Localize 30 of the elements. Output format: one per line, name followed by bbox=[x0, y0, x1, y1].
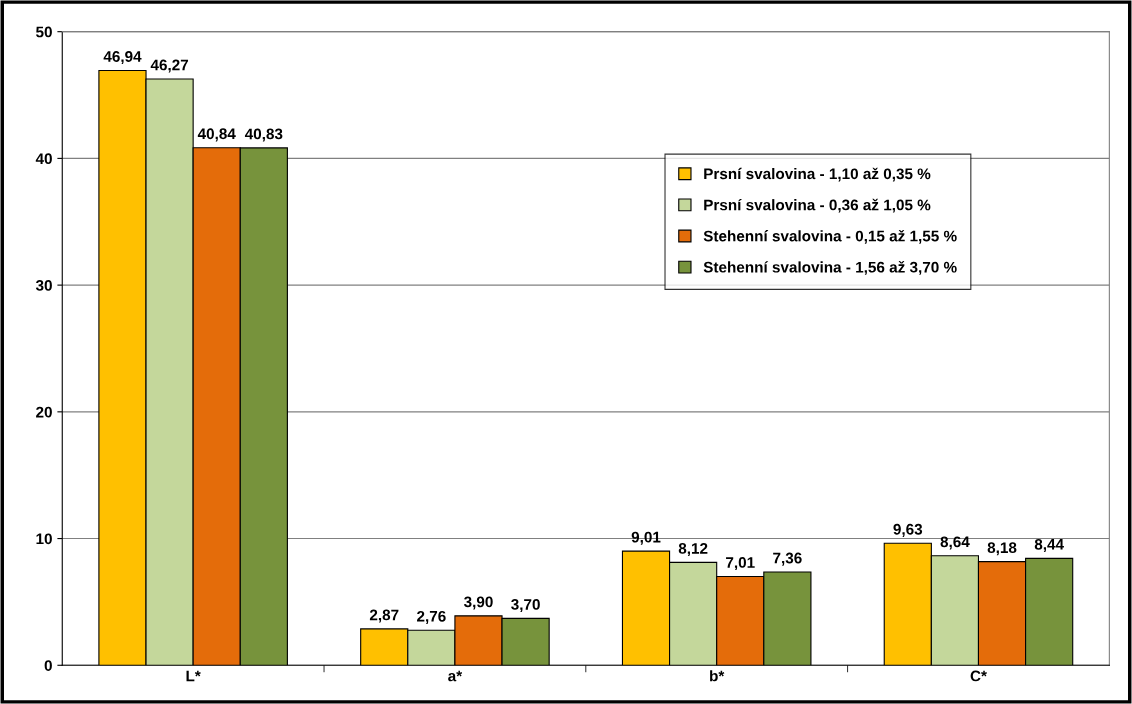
data-label: 40,83 bbox=[244, 128, 283, 142]
data-label: 2,87 bbox=[369, 609, 399, 623]
data-label: 8,64 bbox=[940, 536, 970, 550]
y-tick-label: 20 bbox=[36, 406, 52, 418]
x-tick-label: a* bbox=[448, 670, 463, 682]
data-label: 8,12 bbox=[678, 542, 708, 557]
legend-label: Stehenní svalovina - 0,15 až 1,55 % bbox=[703, 229, 957, 244]
data-label: 7,01 bbox=[726, 557, 755, 571]
y-tick-label: 40 bbox=[35, 153, 52, 165]
legend-label: Stehenní svalovina - 1,56 až 3,70 % bbox=[703, 261, 957, 275]
x-tick-label: L* bbox=[186, 670, 201, 682]
data-label: 46,27 bbox=[150, 59, 189, 73]
data-label: 46,94 bbox=[103, 51, 142, 65]
x-tick-label: C* bbox=[970, 670, 987, 682]
data-label: 9,01 bbox=[631, 531, 661, 545]
legend-label: Prsní svalovina - 1,10 až 0,35 % bbox=[704, 167, 931, 182]
y-tick-label: 0 bbox=[44, 660, 52, 671]
y-tick-label: 30 bbox=[35, 279, 52, 291]
x-tick-label: b* bbox=[710, 670, 725, 682]
data-label: 9,63 bbox=[893, 523, 923, 537]
legend-label: Prsní svalovina - 0,36 až 1,05 % bbox=[704, 198, 931, 213]
data-label: 8,44 bbox=[1034, 538, 1064, 552]
data-label: 2,76 bbox=[417, 610, 446, 624]
data-label: 8,18 bbox=[987, 542, 1017, 556]
y-tick-label: 10 bbox=[36, 533, 52, 545]
y-tick-label: 50 bbox=[36, 26, 52, 38]
data-label: 7,36 bbox=[773, 552, 802, 566]
data-label: 40,84 bbox=[197, 128, 236, 142]
data-label: 3,70 bbox=[511, 599, 540, 613]
data-label: 3,90 bbox=[463, 596, 493, 610]
